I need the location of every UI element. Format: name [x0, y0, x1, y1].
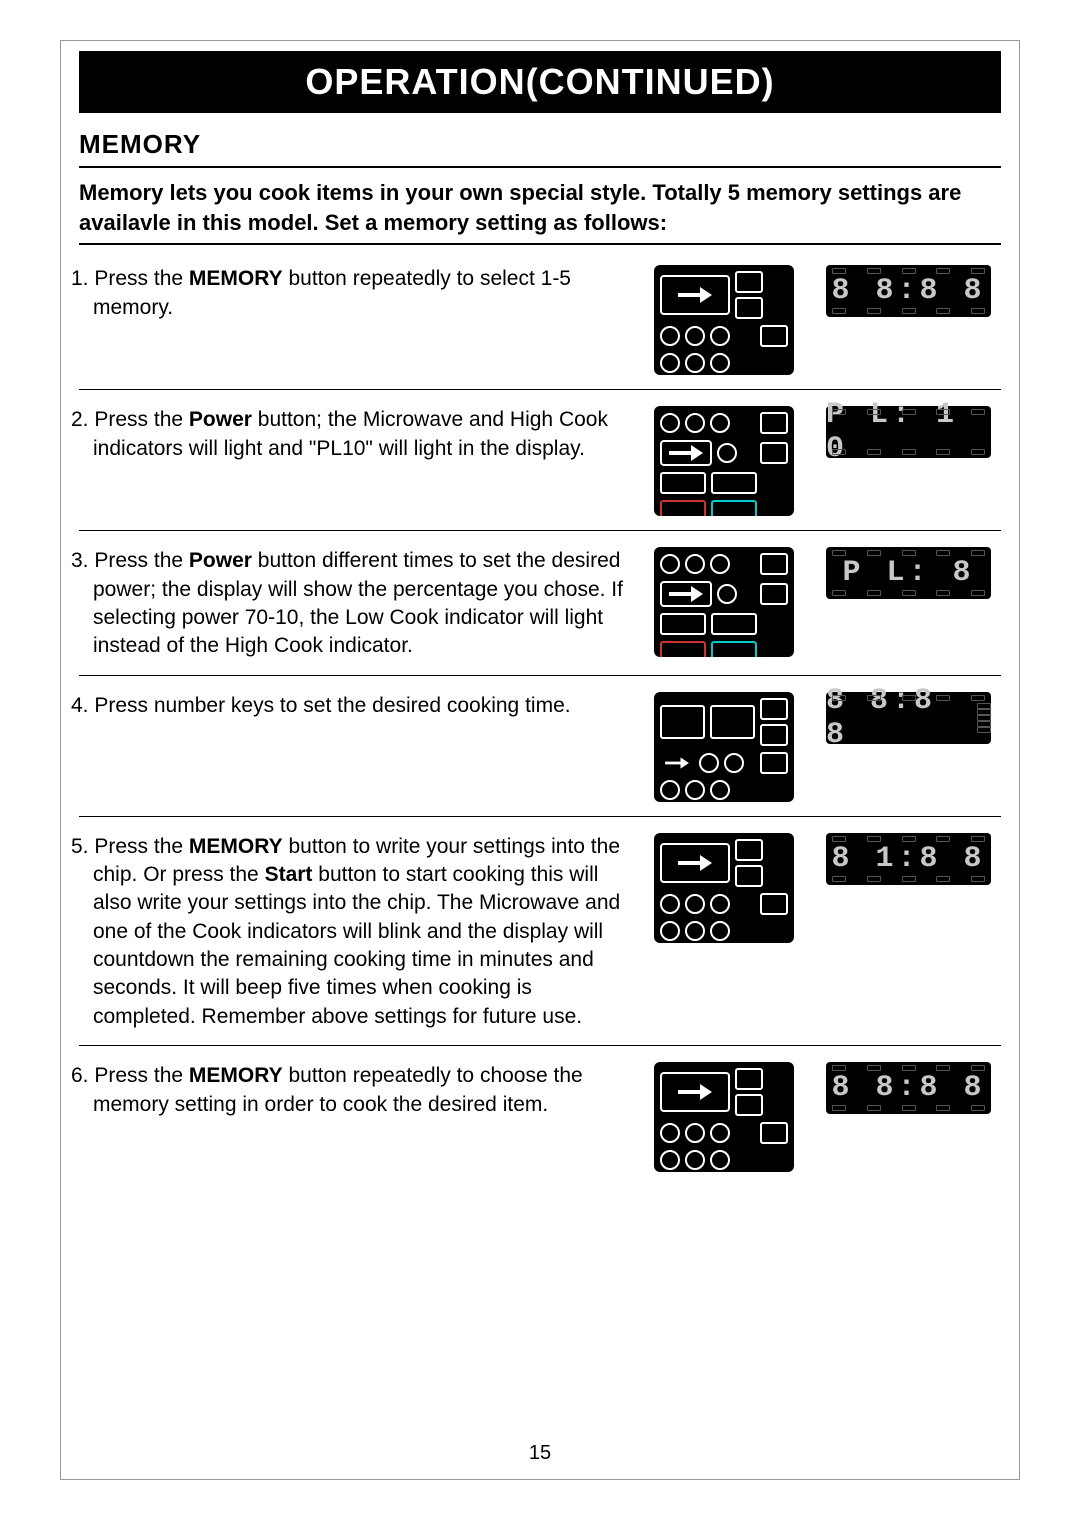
step-bold: MEMORY: [189, 835, 283, 858]
step-text: 2. Press the Power button; the Microwave…: [79, 406, 640, 463]
step-row: 2. Press the Power button; the Microwave…: [79, 396, 1001, 524]
step-text: 5. Press the MEMORY button to write your…: [79, 833, 640, 1031]
step-num: 3.: [71, 549, 89, 572]
rule: [79, 816, 1001, 817]
rule: [79, 530, 1001, 531]
arrow-icon: [678, 854, 712, 872]
step-pre: Press the: [94, 549, 189, 572]
arrow-icon: [665, 756, 689, 769]
arrow-icon: [678, 286, 712, 304]
display-graphic: 8 8:8 8: [826, 265, 1001, 317]
step-pre: Press the: [94, 267, 189, 290]
rule: [79, 675, 1001, 676]
display-graphic: P L: 1 0: [826, 406, 1001, 458]
step-post: button to start cooking this will also w…: [93, 863, 620, 1028]
display-readout: P L: 8: [842, 556, 974, 590]
page-frame: OPERATION(CONTINUED) MEMORY Memory lets …: [60, 40, 1020, 1480]
step-num: 6.: [71, 1064, 89, 1087]
step-row: 3. Press the Power button different time…: [79, 537, 1001, 668]
rule: [79, 166, 1001, 168]
panel-graphic: [654, 1062, 804, 1172]
step-num: 1.: [71, 267, 89, 290]
step-text: 1. Press the MEMORY button repeatedly to…: [79, 265, 640, 322]
display-graphic: 8 1:8 8: [826, 833, 1001, 885]
step-text: 3. Press the Power button different time…: [79, 547, 640, 660]
intro-text: Memory lets you cook items in your own s…: [79, 178, 1001, 237]
step-text: 4. Press number keys to set the desired …: [79, 692, 640, 720]
rule: [79, 1045, 1001, 1046]
display-graphic: P L: 8: [826, 547, 1001, 599]
step-row: 6. Press the MEMORY button repeatedly to…: [79, 1052, 1001, 1180]
step-row: 5. Press the MEMORY button to write your…: [79, 823, 1001, 1039]
rule: [79, 389, 1001, 390]
page-number: 15: [61, 1442, 1019, 1465]
section-title: MEMORY: [79, 129, 1001, 160]
step-pre: Press the: [94, 408, 189, 431]
arrow-icon: [669, 444, 703, 462]
panel-graphic: [654, 833, 804, 943]
panel-graphic: [654, 547, 804, 657]
panel-graphic: [654, 692, 804, 802]
banner-title: OPERATION(CONTINUED): [79, 51, 1001, 113]
step-pre: Press number keys to set the desired coo…: [94, 694, 570, 717]
panel-graphic: [654, 406, 804, 516]
step-pre: Press the: [94, 1064, 189, 1087]
step-row: 1. Press the MEMORY button repeatedly to…: [79, 255, 1001, 383]
step-bold-b: Start: [265, 863, 313, 886]
step-bold: Power: [189, 408, 252, 431]
rule: [79, 243, 1001, 245]
step-bold: MEMORY: [189, 1064, 283, 1087]
display-readout: 8 8:8 8: [831, 274, 985, 308]
step-text: 6. Press the MEMORY button repeatedly to…: [79, 1062, 640, 1119]
step-num: 2.: [71, 408, 89, 431]
step-bold: Power: [189, 549, 252, 572]
display-graphic: 8 8:8 8: [826, 1062, 1001, 1114]
step-row: 4. Press number keys to set the desired …: [79, 682, 1001, 810]
display-readout: 8 1:8 8: [831, 842, 985, 876]
step-bold: MEMORY: [189, 267, 283, 290]
step-num: 5.: [71, 835, 89, 858]
step-pre: Press the: [94, 835, 189, 858]
display-readout: 8 8:8 8: [831, 1071, 985, 1105]
display-graphic: 8 8:8 8: [826, 692, 1001, 744]
arrow-icon: [669, 585, 703, 603]
panel-graphic: [654, 265, 804, 375]
arrow-icon: [678, 1083, 712, 1101]
step-num: 4.: [71, 694, 89, 717]
